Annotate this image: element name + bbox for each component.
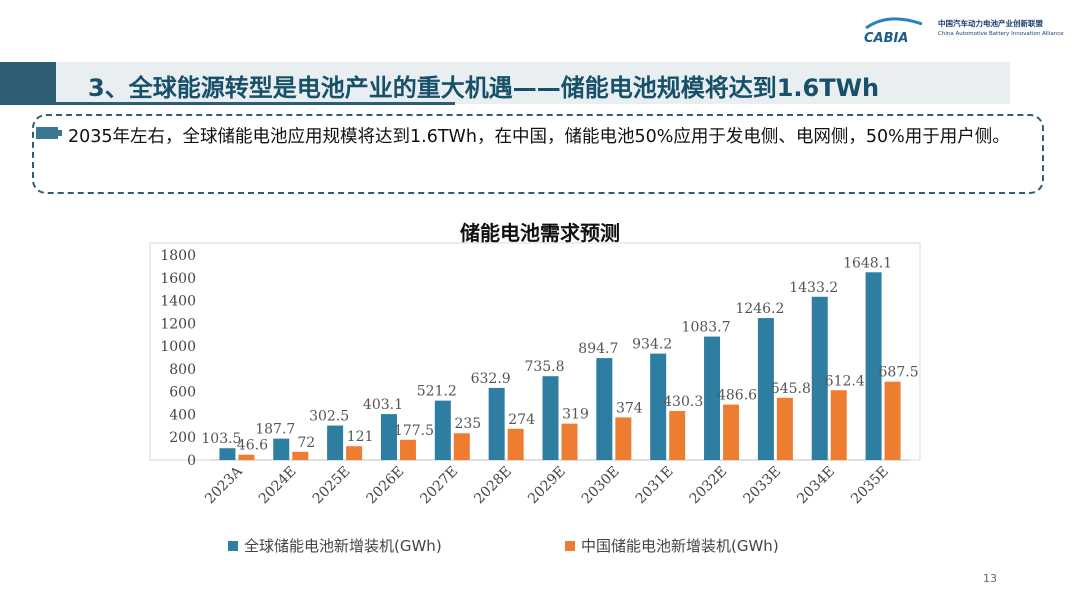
data-label-global: 187.7 bbox=[255, 422, 295, 438]
x-tick-label: 2024E bbox=[256, 464, 300, 508]
x-tick-label: 2032E bbox=[687, 464, 731, 508]
y-tick-label: 600 bbox=[169, 385, 196, 401]
x-tick-label: 2025E bbox=[310, 464, 354, 508]
bar-china bbox=[399, 439, 416, 460]
data-label-china: 612.4 bbox=[825, 373, 865, 389]
bar-global bbox=[542, 376, 559, 460]
page-number: 13 bbox=[983, 572, 997, 585]
x-tick-label: 2028E bbox=[471, 464, 515, 508]
data-label-global: 103.5 bbox=[201, 431, 241, 447]
x-tick-label: 2030E bbox=[579, 464, 623, 508]
bar-chart: 储能电池需求预测 0 200 400 600 800 1000 1200 1400 1600 18… bbox=[149, 221, 921, 555]
data-label-global: 521.2 bbox=[417, 384, 457, 400]
logo-en: China Automotive Battery Innovation Alli… bbox=[938, 31, 1064, 37]
bar-global bbox=[650, 353, 667, 460]
data-label-global: 302.5 bbox=[309, 409, 349, 425]
y-tick-label: 1800 bbox=[160, 248, 196, 264]
data-label-china: 46.6 bbox=[237, 438, 268, 454]
bar-china bbox=[830, 390, 847, 460]
y-tick-label: 1000 bbox=[160, 339, 196, 355]
bar-china bbox=[453, 433, 470, 460]
data-label-global: 934.2 bbox=[632, 337, 672, 353]
x-tick-label: 2035E bbox=[848, 464, 892, 508]
legend-label: 全球储能电池新增装机(GWh) bbox=[244, 537, 442, 555]
bar-china bbox=[615, 417, 632, 460]
x-tick-label: 2034E bbox=[794, 464, 838, 508]
data-label-china: 374 bbox=[616, 400, 643, 416]
note-marker-icon bbox=[36, 127, 62, 139]
logo-mark-icon: CABIA bbox=[864, 17, 923, 46]
data-label-china: 121 bbox=[347, 429, 374, 445]
title-band bbox=[0, 62, 1010, 105]
data-label-china: 687.5 bbox=[879, 365, 919, 381]
bar-china bbox=[669, 410, 686, 460]
y-tick-label: 1400 bbox=[160, 294, 196, 310]
bar-china bbox=[238, 454, 255, 460]
page-title: 3、全球能源转型是电池产业的重大机遇——储能电池规模将达到1.6TWh bbox=[88, 74, 880, 102]
legend-swatch bbox=[228, 541, 238, 551]
bar-china bbox=[346, 446, 363, 460]
bar-china bbox=[507, 428, 524, 460]
y-tick-label: 1200 bbox=[160, 316, 196, 332]
bar-china bbox=[884, 381, 901, 460]
x-tick-label: 2027E bbox=[417, 464, 461, 508]
bar-global bbox=[219, 448, 236, 460]
data-label-global: 735.8 bbox=[524, 359, 564, 375]
x-tick-label: 2031E bbox=[633, 464, 677, 508]
logo-brand: CABIA bbox=[864, 31, 908, 46]
y-tick-label: 1600 bbox=[160, 271, 196, 287]
x-tick-label: 2029E bbox=[525, 464, 569, 508]
bar-global bbox=[327, 425, 344, 460]
data-label-china: 430.3 bbox=[663, 394, 703, 410]
data-label-global: 632.9 bbox=[471, 371, 511, 387]
legend-swatch bbox=[565, 541, 575, 551]
bar-global bbox=[596, 358, 613, 460]
bar-global bbox=[704, 336, 721, 460]
bar-global bbox=[757, 318, 774, 460]
data-label-china: 319 bbox=[562, 407, 589, 423]
note-box bbox=[32, 114, 1044, 194]
x-tick-label: 2026E bbox=[364, 464, 408, 508]
bar-global bbox=[273, 438, 290, 460]
bar-global bbox=[434, 400, 451, 460]
logo: CABIA 中国汽车动力电池产业创新联盟 China Automotive Ba… bbox=[860, 14, 1070, 46]
data-label-china: 72 bbox=[297, 435, 315, 451]
data-label-global: 1433.2 bbox=[789, 280, 838, 296]
data-label-china: 235 bbox=[454, 416, 481, 432]
bar-global bbox=[865, 272, 882, 460]
logo-cn: 中国汽车动力电池产业创新联盟 bbox=[938, 19, 1043, 28]
chart-title: 储能电池需求预测 bbox=[460, 221, 620, 245]
data-label-china: 486.6 bbox=[717, 388, 757, 404]
data-label-global: 894.7 bbox=[578, 341, 618, 357]
bar-global bbox=[811, 296, 828, 460]
y-tick-label: 800 bbox=[169, 362, 196, 378]
note-text: 2035年左右，全球储能电池应用规模将达到1.6TWh，在中国，储能电池50%应… bbox=[68, 127, 1010, 147]
data-label-china: 177.5 bbox=[394, 423, 434, 439]
data-label-china: 545.8 bbox=[771, 381, 811, 397]
y-tick-label: 0 bbox=[187, 453, 196, 469]
bar-china bbox=[723, 404, 740, 460]
data-label-china: 274 bbox=[508, 412, 535, 428]
data-label-global: 403.1 bbox=[363, 397, 403, 413]
data-label-global: 1648.1 bbox=[843, 255, 892, 271]
bar-global bbox=[380, 414, 397, 460]
bar-global bbox=[488, 387, 505, 460]
x-tick-label: 2033E bbox=[740, 464, 784, 508]
data-label-global: 1246.2 bbox=[735, 301, 784, 317]
bar-china bbox=[776, 397, 793, 460]
y-tick-label: 400 bbox=[169, 407, 196, 423]
legend-label: 中国储能电池新增装机(GWh) bbox=[581, 537, 779, 555]
bar-china bbox=[561, 423, 578, 460]
y-tick-label: 200 bbox=[169, 430, 196, 446]
data-label-global: 1083.7 bbox=[682, 320, 731, 336]
x-tick-label: 2023A bbox=[202, 463, 246, 507]
bar-china bbox=[292, 451, 309, 460]
